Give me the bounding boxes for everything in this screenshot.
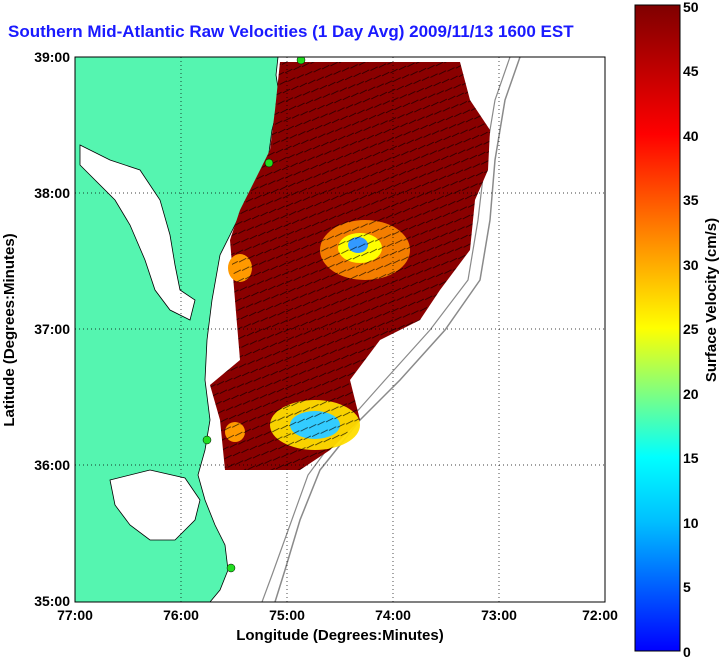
y-tick: 39:00 — [34, 49, 70, 65]
colorbar-tick: 45 — [683, 63, 699, 79]
x-tick: 76:00 — [163, 607, 199, 623]
plot-frame — [74, 56, 606, 603]
station-marker — [296, 57, 306, 65]
velocity-vectors — [210, 62, 490, 470]
grid — [75, 57, 605, 602]
bathymetry-contour — [274, 57, 521, 602]
colorbar-tick: 30 — [683, 257, 699, 273]
station-marker — [226, 563, 236, 573]
x-tick: 73:00 — [481, 607, 517, 623]
x-tick: 77:00 — [57, 607, 93, 623]
map-title: Southern Mid-Atlantic Raw Velocities (1 … — [8, 22, 574, 41]
colorbar-ticks: 50 45 40 35 30 25 20 15 10 5 0 — [683, 0, 699, 659]
colorbar-tick: 20 — [683, 386, 699, 402]
y-tick: 37:00 — [34, 321, 70, 337]
y-axis-ticks: 39:00 38:00 37:00 36:00 35:00 — [34, 49, 70, 609]
y-tick: 38:00 — [34, 185, 70, 201]
colorbar-tick: 40 — [683, 128, 699, 144]
station-marker — [202, 435, 212, 445]
colorbar-tick: 5 — [683, 579, 691, 595]
colorbar-tick: 25 — [683, 321, 699, 337]
y-tick: 35:00 — [34, 593, 70, 609]
y-axis-label: Latitude (Degrees:Minutes) — [1, 233, 18, 426]
sound-water — [109, 469, 201, 541]
x-tick: 74:00 — [375, 607, 411, 623]
colorbar-tick: 0 — [683, 644, 691, 659]
colorbar-label: Surface Velocity (cm/s) — [703, 218, 720, 382]
colorbar-tick: 15 — [683, 450, 699, 466]
x-axis-ticks: 77:00 76:00 75:00 74:00 73:00 72:00 — [57, 607, 618, 623]
colorbar — [634, 4, 681, 652]
colorbar-tick: 50 — [683, 0, 699, 15]
station-marker — [264, 158, 274, 168]
x-tick: 72:00 — [582, 607, 618, 623]
x-axis-label: Longitude (Degrees:Minutes) — [236, 627, 444, 644]
x-tick: 75:00 — [269, 607, 305, 623]
bay-water — [79, 144, 196, 321]
y-tick: 36:00 — [34, 457, 70, 473]
colorbar-tick: 35 — [683, 192, 699, 208]
colorbar-tick: 10 — [683, 515, 699, 531]
